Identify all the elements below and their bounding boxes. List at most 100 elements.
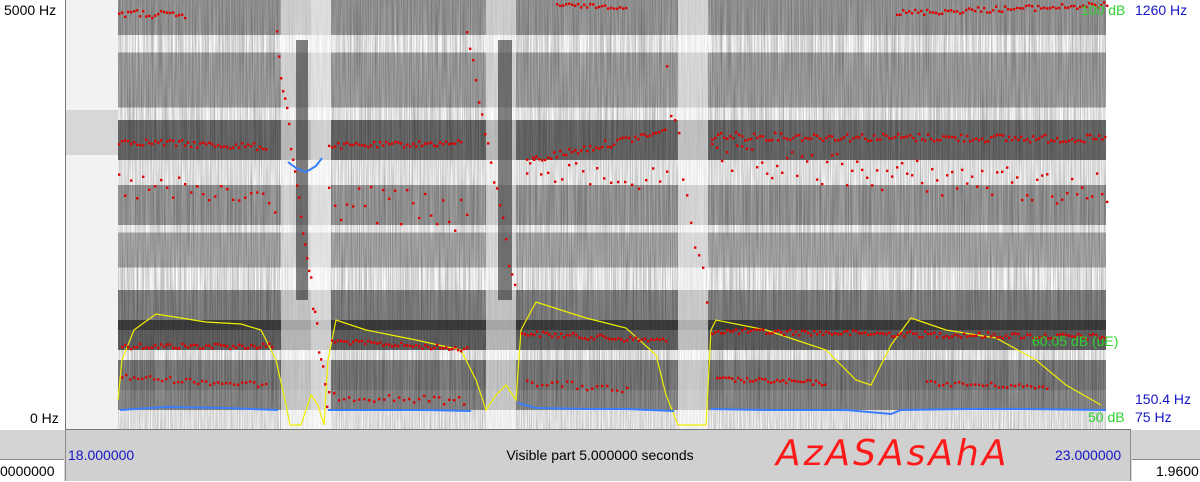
formant-dot: [358, 398, 361, 401]
formant-dot: [840, 333, 843, 336]
total-window-end-cell[interactable]: 1.9600: [1132, 459, 1200, 482]
formant-dot: [1041, 336, 1044, 339]
formant-dot: [735, 328, 738, 331]
formant-dot: [586, 6, 589, 9]
formant-dot: [578, 336, 581, 339]
formant-dot: [1067, 6, 1070, 9]
formant-dot: [771, 176, 774, 180]
formant-dot: [601, 145, 604, 149]
formant-dot: [572, 331, 575, 335]
spectrogram-canvas[interactable]: [66, 0, 1132, 429]
formant-dot: [1050, 139, 1053, 142]
formant-dot: [954, 333, 957, 336]
formant-dot: [290, 147, 293, 151]
formant-dot: [858, 332, 861, 335]
formant-dot: [1082, 4, 1085, 7]
formant-dot: [603, 177, 606, 180]
formant-dot: [773, 380, 776, 384]
formant-dot: [556, 156, 559, 159]
formant-dot: [438, 396, 441, 399]
formant-dot: [256, 191, 259, 194]
formant-dot: [163, 345, 166, 348]
formant-dot: [376, 342, 379, 345]
formant-dot: [487, 142, 490, 145]
formant-dot: [610, 6, 613, 10]
total-window-start-cell[interactable]: 0000000: [0, 459, 64, 482]
formant-dot: [1074, 335, 1077, 338]
formant-dot: [530, 332, 533, 336]
formant-dot: [906, 172, 909, 175]
formant-dot: [343, 142, 346, 145]
pitch-contour: [119, 157, 1107, 416]
formant-dot: [571, 3, 574, 6]
formant-dot: [864, 331, 867, 334]
formant-dot: [625, 6, 628, 10]
formant-dot: [729, 135, 732, 138]
formant-dot: [535, 155, 538, 158]
formant-dot: [918, 335, 921, 339]
spectrogram-panel[interactable]: 100 dB 60.05 dB (uE) 50 dB: [65, 0, 1133, 430]
formant-dot: [226, 145, 229, 149]
formant-dot: [624, 180, 627, 184]
formant-dot: [153, 378, 156, 381]
formant-dot: [190, 145, 193, 149]
formant-dot: [439, 347, 442, 350]
fricative-gap: [678, 0, 708, 429]
formant-dot: [418, 398, 421, 401]
formant-dot: [806, 160, 809, 163]
formant-dot: [208, 141, 211, 144]
formant-dot: [649, 134, 652, 137]
formant-dot: [841, 162, 844, 166]
formant-dot: [208, 199, 211, 202]
formant-dot: [1029, 141, 1032, 144]
formant-dot: [160, 178, 163, 182]
formant-dot: [1030, 385, 1033, 388]
formant-dot: [879, 138, 882, 141]
formant-dot: [666, 65, 669, 68]
formant-dot: [211, 143, 214, 146]
formant-dot: [139, 343, 142, 346]
formant-dot: [536, 330, 539, 333]
formant-dot: [622, 136, 625, 140]
formant-dot: [244, 145, 247, 149]
formant-dot: [945, 334, 948, 338]
formant-dot: [722, 376, 725, 379]
formant-dot: [161, 379, 164, 383]
formant-dot: [638, 339, 641, 342]
formant-dot: [965, 8, 968, 12]
formant-dot: [257, 385, 260, 388]
formant-dot: [866, 176, 869, 179]
formant-dot: [815, 379, 818, 382]
formant-dot: [1056, 202, 1059, 205]
formant-dot: [584, 337, 587, 340]
formant-dot: [1064, 6, 1067, 9]
formant-dot: [184, 16, 187, 20]
formant-dot: [903, 136, 906, 139]
formant-dot: [265, 148, 268, 151]
formant-dot: [133, 346, 136, 349]
formant-dot: [533, 158, 536, 161]
formant-dot: [169, 11, 172, 15]
formant-dot: [145, 15, 148, 18]
formant-dot: [526, 379, 529, 382]
formant-dot: [933, 331, 936, 334]
formant-dot: [137, 377, 140, 381]
formant-dot: [987, 331, 990, 334]
formant-dot: [571, 150, 574, 154]
formant-dot: [751, 148, 754, 151]
formant-dot: [906, 331, 909, 334]
formant-dot: [607, 145, 610, 149]
formant-dot: [821, 384, 824, 387]
formant-dot: [1098, 337, 1101, 340]
formant-dot: [259, 145, 262, 149]
formant-dot: [1104, 135, 1107, 139]
pitch-segment: [287, 157, 323, 174]
formant-dot: [241, 381, 244, 384]
formant-dot: [1052, 5, 1055, 9]
formant-dot: [157, 346, 160, 350]
formant-dot: [942, 336, 945, 339]
formant-dot: [400, 223, 403, 226]
formant-dot: [346, 340, 349, 343]
visible-time-bar[interactable]: [65, 430, 1131, 481]
formant-dot: [934, 380, 937, 384]
